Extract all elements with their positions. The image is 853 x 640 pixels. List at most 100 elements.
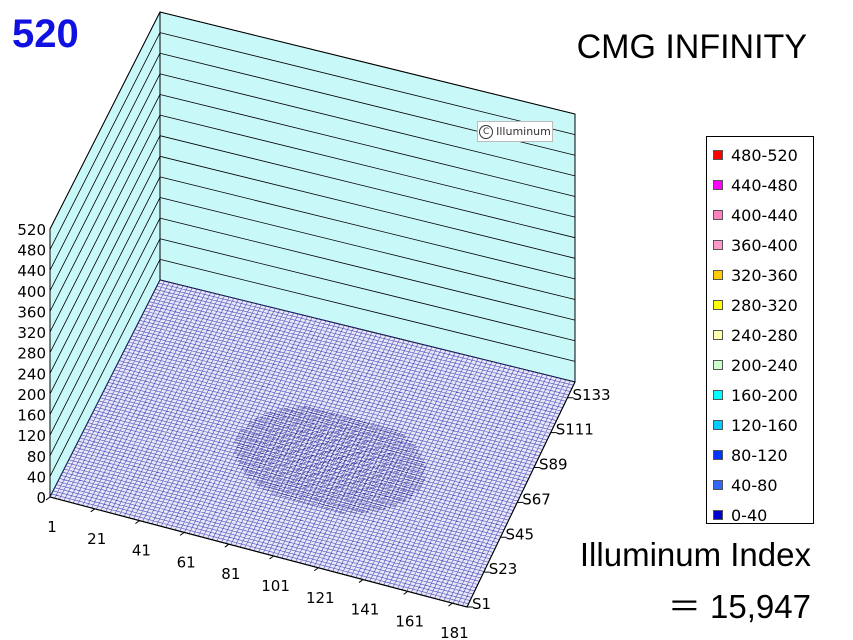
wall-gridline — [49, 73, 161, 292]
legend-swatch — [713, 510, 723, 520]
wall-gridline — [49, 32, 161, 250]
legend-label: 240-280 — [731, 325, 798, 345]
legend-item: 200-240 — [707, 350, 813, 380]
z-tick-label: 40 — [27, 468, 46, 486]
wall-gridline — [159, 217, 576, 321]
wall-gridline — [159, 11, 576, 115]
wall-gridline — [159, 135, 576, 239]
y-tick-label: S111 — [556, 421, 594, 439]
legend-label: 280-320 — [731, 295, 798, 315]
legend-label: 0-40 — [731, 505, 768, 525]
z-tick-label: 400 — [17, 283, 46, 301]
z-tick-label: 80 — [27, 448, 46, 466]
legend-swatch — [713, 360, 723, 370]
legend-swatch — [713, 150, 723, 160]
watermark: C Illuminum — [477, 121, 553, 142]
x-tick — [90, 508, 96, 513]
wall-gridline — [49, 11, 161, 230]
wall-gridline — [49, 156, 161, 374]
legend-label: 120-160 — [731, 415, 798, 435]
z-tick-label: 520 — [17, 221, 46, 239]
x-tick-label: 141 — [351, 601, 380, 619]
y-tick-label: S89 — [539, 456, 568, 474]
legend-item: 240-280 — [707, 320, 813, 350]
legend-swatch — [713, 240, 723, 250]
legend: 480-520 440-480 400-440 360-400 320-360 280-3… — [706, 136, 814, 525]
legend-item: 480-520 — [707, 140, 813, 170]
wall-gridline — [49, 53, 161, 271]
wall-gridline — [159, 94, 576, 197]
legend-swatch — [713, 480, 723, 490]
z-tick-label: 0 — [36, 489, 46, 507]
y-tick-label: S23 — [489, 560, 518, 578]
x-tick-label: 181 — [440, 624, 469, 640]
wall-gridline — [159, 176, 576, 280]
legend-item: 40-80 — [707, 470, 813, 500]
y-tick-label: S1 — [472, 595, 491, 613]
legend-label: 440-480 — [731, 175, 798, 195]
wall-gridline — [159, 73, 576, 177]
wall-gridline — [159, 32, 576, 136]
x-tick — [224, 543, 230, 548]
peak-value: 520 — [12, 12, 79, 56]
y-tick-label: S133 — [572, 386, 610, 404]
wall-gridline — [49, 94, 161, 312]
x-tick — [358, 579, 364, 583]
x-tick-label: 81 — [221, 565, 240, 583]
y-tick-label: S67 — [522, 490, 551, 508]
x-tick-label: 1 — [47, 518, 57, 536]
legend-label: 40-80 — [731, 475, 778, 495]
wall-gridline — [159, 238, 576, 342]
z-tick-label: 440 — [17, 262, 46, 280]
legend-label: 160-200 — [731, 385, 798, 405]
z-tick-label: 280 — [17, 345, 46, 363]
legend-label: 400-440 — [731, 205, 798, 225]
legend-swatch — [713, 390, 723, 400]
legend-item: 440-480 — [707, 170, 813, 200]
wall-gridline — [159, 258, 576, 362]
x-axis-line — [49, 496, 468, 608]
legend-label: 200-240 — [731, 355, 798, 375]
x-tick — [269, 555, 274, 560]
z-tick-label: 240 — [17, 365, 46, 383]
legend-swatch — [713, 210, 723, 220]
legend-item: 160-200 — [707, 380, 813, 410]
copyright-icon: C — [479, 124, 494, 139]
x-tick — [135, 520, 140, 524]
z-tick-label: 320 — [17, 324, 46, 342]
wall-gridline — [49, 217, 161, 436]
x-tick-label: 161 — [395, 612, 424, 630]
surface-peaks — [234, 406, 427, 514]
legend-item: 280-320 — [707, 290, 813, 320]
wall-gridline — [49, 238, 161, 456]
legend-item: 360-400 — [707, 230, 813, 260]
x-tick-label: 21 — [87, 530, 106, 548]
x-tick-label: 121 — [306, 589, 335, 607]
wall-gridline — [49, 114, 161, 333]
wall-gridline — [49, 259, 161, 477]
chart-title: CMG INFINITY — [576, 28, 807, 66]
legend-label: 480-520 — [731, 145, 798, 165]
legend-label: 360-400 — [731, 235, 798, 255]
wall-gridline — [49, 176, 161, 395]
legend-item: 320-360 — [707, 260, 813, 290]
legend-item: 0-40 — [707, 500, 813, 530]
x-tick-label: 61 — [177, 553, 196, 571]
z-tick-label: 360 — [17, 303, 46, 321]
legend-swatch — [713, 300, 723, 310]
legend-item: 400-440 — [707, 200, 813, 230]
z-tick-label: 200 — [17, 386, 46, 404]
x-tick-label: 41 — [132, 542, 151, 560]
y-tick-label: S45 — [505, 525, 534, 543]
legend-swatch — [713, 330, 723, 340]
legend-item: 80-120 — [707, 440, 813, 470]
legend-label: 320-360 — [731, 265, 798, 285]
wall-gridline — [159, 155, 576, 259]
x-tick — [448, 602, 453, 607]
legend-swatch — [713, 270, 723, 280]
wall-gridline — [159, 197, 576, 300]
wall-gridline — [49, 135, 161, 353]
legend-swatch — [713, 420, 723, 430]
x-tick — [313, 567, 319, 572]
